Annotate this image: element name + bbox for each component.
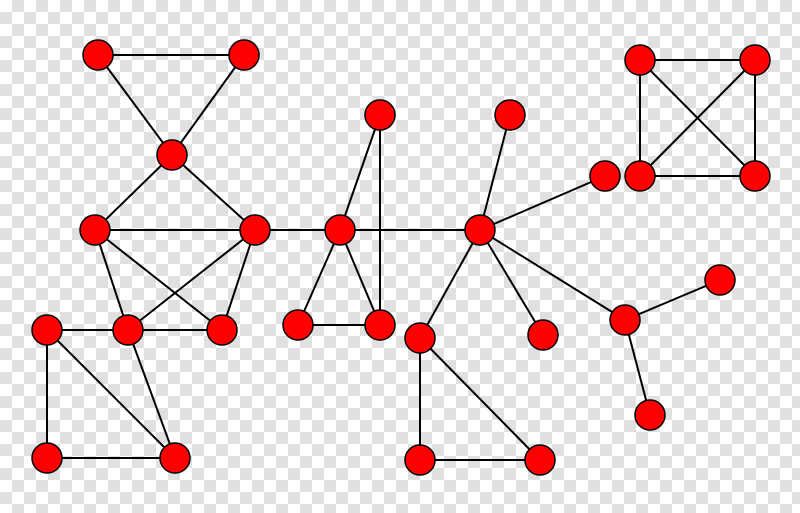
graph-node [610, 305, 640, 335]
graph-edge [47, 330, 175, 458]
graph-node [525, 445, 555, 475]
graph-edge [128, 230, 255, 330]
graph-node [590, 161, 620, 191]
edges-layer [47, 55, 755, 460]
graph-node [625, 161, 655, 191]
graph-edge [172, 155, 255, 230]
graph-node [740, 161, 770, 191]
network-graph [0, 0, 800, 513]
nodes-layer [32, 40, 770, 475]
graph-edge [340, 115, 380, 230]
graph-edge [420, 338, 540, 460]
graph-node [365, 310, 395, 340]
graph-node [405, 445, 435, 475]
graph-node [32, 443, 62, 473]
graph-edge [480, 115, 510, 230]
graph-node [80, 215, 110, 245]
graph-edge [95, 230, 128, 330]
graph-node [283, 310, 313, 340]
graph-node [705, 265, 735, 295]
graph-node [740, 45, 770, 75]
graph-edge [480, 230, 543, 335]
graph-node [32, 315, 62, 345]
graph-edge [95, 230, 222, 330]
graph-node [528, 320, 558, 350]
graph-node [325, 215, 355, 245]
graph-edge [98, 55, 172, 155]
graph-edge [222, 230, 255, 330]
graph-edge [128, 330, 175, 458]
graph-edge [480, 176, 605, 230]
graph-node [405, 323, 435, 353]
graph-node [83, 40, 113, 70]
graph-node [240, 215, 270, 245]
graph-node [157, 140, 187, 170]
graph-node [635, 400, 665, 430]
graph-edge [95, 155, 172, 230]
graph-node [625, 45, 655, 75]
graph-node [465, 215, 495, 245]
graph-node [495, 100, 525, 130]
graph-node [113, 315, 143, 345]
graph-node [229, 40, 259, 70]
graph-edge [420, 230, 480, 338]
graph-edge [172, 55, 244, 155]
graph-edge [480, 230, 625, 320]
graph-node [160, 443, 190, 473]
graph-node [365, 100, 395, 130]
graph-node [207, 315, 237, 345]
